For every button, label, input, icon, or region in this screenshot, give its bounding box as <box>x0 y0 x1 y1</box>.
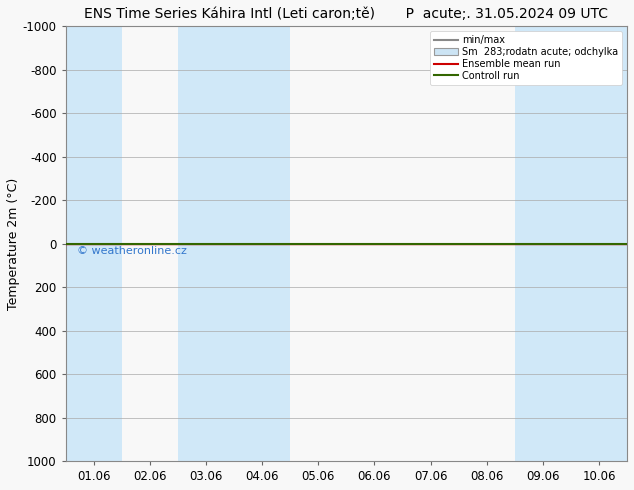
Bar <box>66 26 122 461</box>
Bar <box>178 26 290 461</box>
Legend: min/max, Sm  283;rodatn acute; odchylka, Ensemble mean run, Controll run: min/max, Sm 283;rodatn acute; odchylka, … <box>430 31 622 85</box>
Title: ENS Time Series Káhira Intl (Leti caron;tě)       P  acute;. 31.05.2024 09 UTC: ENS Time Series Káhira Intl (Leti caron;… <box>84 7 609 21</box>
Bar <box>515 26 627 461</box>
Text: © weatheronline.cz: © weatheronline.cz <box>77 246 187 256</box>
Y-axis label: Temperature 2m (°C): Temperature 2m (°C) <box>7 177 20 310</box>
Bar <box>627 26 634 461</box>
